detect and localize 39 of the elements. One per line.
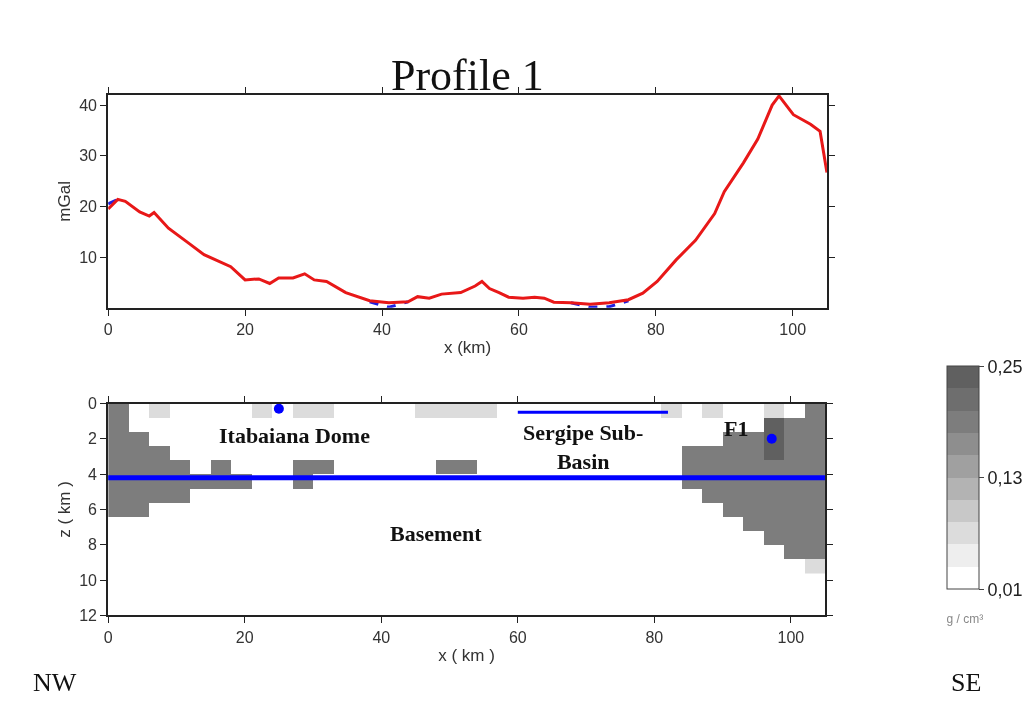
y-tick-label: 10 — [79, 571, 98, 589]
color-bar-label: 0,01 — [987, 579, 1023, 600]
text: SE — [951, 668, 982, 697]
x-tick-label: 60 — [510, 321, 528, 338]
x-axis-title: x (km) — [443, 337, 492, 357]
color-bar-label: 0,13 — [987, 468, 1023, 489]
x-tick-label: 20 — [235, 628, 254, 646]
y-axis-title: z ( km ) — [55, 481, 75, 538]
y-tick-label: 12 — [79, 607, 98, 625]
annotation: Sergipe Sub- Basin — [523, 420, 644, 474]
x-tick-label: 60 — [508, 628, 527, 646]
y-tick-label: 10 — [79, 248, 98, 266]
line-series — [108, 94, 827, 306]
x-tick-label: 100 — [779, 321, 807, 338]
y-axis-title: mGal — [55, 181, 75, 222]
y-tick-label: 2 — [88, 430, 98, 448]
x-tick-label: 20 — [236, 321, 255, 338]
y-tick-label: 6 — [88, 501, 98, 519]
color-bar-label: 0,25 — [987, 356, 1023, 377]
y-tick-label: 40 — [79, 96, 98, 114]
y-tick-label: 0 — [88, 395, 98, 413]
chart-title: Profile 1 — [391, 51, 544, 100]
x-tick-label: 0 — [103, 321, 113, 338]
x-tick-label: 100 — [777, 628, 805, 646]
y-tick-label: 30 — [79, 147, 98, 165]
annotation: F1 — [724, 416, 749, 441]
color-bar-title: g / cm³ — [946, 611, 984, 626]
x-tick-label: 0 — [103, 628, 113, 646]
x-tick-label: 80 — [645, 628, 664, 646]
y-tick-label: 4 — [88, 465, 98, 483]
y-tick-label: 20 — [79, 198, 98, 216]
annotation: Itabaiana Dome — [219, 423, 371, 448]
annotation: Basement — [390, 521, 483, 546]
text: NW — [33, 668, 77, 697]
x-tick-label: 40 — [373, 321, 392, 338]
x-axis-title: x ( km ) — [438, 645, 495, 665]
x-tick-label: 40 — [372, 628, 391, 646]
x-tick-label: 80 — [646, 321, 665, 338]
y-tick-label: 8 — [88, 536, 98, 554]
